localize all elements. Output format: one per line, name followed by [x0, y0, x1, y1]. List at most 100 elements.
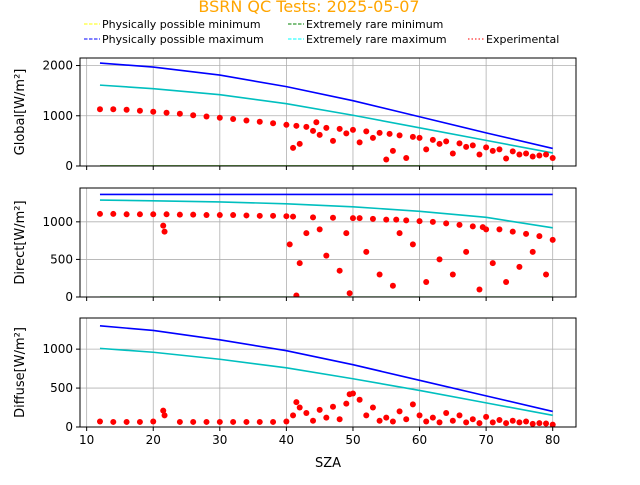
y-tick-label: 500: [50, 381, 73, 395]
data-point: [163, 211, 170, 218]
data-point: [296, 404, 303, 411]
data-point: [529, 420, 536, 427]
x-tick-label: 40: [279, 433, 294, 447]
data-point: [110, 210, 117, 217]
data-point: [436, 256, 443, 263]
data-point: [270, 212, 277, 219]
data-point: [160, 407, 167, 414]
data-point: [230, 116, 237, 123]
data-point: [256, 418, 263, 425]
experimental-points: [96, 210, 556, 297]
data-point: [463, 419, 470, 426]
data-point: [283, 418, 290, 425]
data-point: [509, 228, 516, 235]
data-point: [536, 420, 543, 427]
x-tick-label: 50: [345, 433, 360, 447]
data-point: [429, 414, 436, 421]
data-point: [349, 215, 356, 222]
data-point: [429, 136, 436, 143]
plot-area: [96, 62, 556, 166]
data-point: [543, 420, 550, 427]
data-point: [343, 400, 350, 407]
data-point: [483, 144, 490, 151]
panels: 010002000Global[W/m²]05001000Direct[W/m²…: [13, 57, 577, 447]
data-point: [389, 418, 396, 425]
data-point: [529, 153, 536, 160]
data-point: [290, 412, 297, 419]
data-point: [313, 119, 320, 126]
data-point: [363, 248, 370, 255]
data-point: [369, 215, 376, 222]
extremely-rare-maximum-line: [99, 84, 553, 154]
legend-label: Extremely rare minimum: [306, 18, 443, 31]
data-point: [329, 137, 336, 144]
axes-frame: [79, 57, 577, 167]
data-point: [516, 419, 523, 426]
data-point: [483, 413, 490, 420]
data-point: [503, 278, 510, 285]
data-point: [536, 233, 543, 240]
data-point: [356, 396, 363, 403]
data-point: [176, 418, 183, 425]
data-point: [293, 292, 300, 297]
data-point: [346, 290, 353, 297]
data-point: [516, 151, 523, 158]
y-tick-label: 0: [65, 420, 73, 434]
data-point: [503, 420, 510, 427]
data-point: [290, 144, 297, 151]
data-point: [203, 113, 210, 120]
data-point: [216, 418, 223, 425]
legend: Physically possible minimum Extremely rar…: [84, 18, 559, 46]
data-point: [516, 263, 523, 270]
data-point: [123, 211, 130, 218]
data-point: [203, 418, 210, 425]
data-point: [110, 418, 117, 425]
data-point: [329, 214, 336, 221]
data-point: [443, 220, 450, 227]
y-axis-label: Direct[W/m²]: [13, 200, 28, 284]
axes-frame: [79, 187, 577, 298]
y-tick-label: 1000: [42, 215, 73, 229]
plot-area: [96, 324, 556, 427]
data-point: [496, 226, 503, 233]
data-point: [549, 236, 556, 243]
data-point: [296, 260, 303, 267]
panel-3: 10 20 30 40 50 60 70 80 0 500 1000 Diffuse[W/m²]: [13, 317, 577, 447]
data-point: [423, 418, 430, 425]
panel-1: 0 1000 2000 Global[W/m²]: [13, 57, 577, 173]
data-point: [463, 143, 470, 150]
data-point: [230, 418, 237, 425]
y-tick-label: 0: [65, 290, 73, 304]
data-point: [496, 146, 503, 153]
legend-entry: Experimental: [468, 33, 559, 46]
legend-entry: Extremely rare minimum: [288, 18, 443, 31]
data-point: [216, 212, 223, 219]
data-point: [386, 130, 393, 137]
data-point: [489, 419, 496, 426]
data-point: [343, 230, 350, 237]
data-point: [136, 211, 143, 218]
x-tick-label: 80: [545, 433, 560, 447]
data-point: [383, 156, 390, 163]
data-point: [343, 130, 350, 137]
data-point: [310, 214, 317, 221]
data-point: [363, 128, 370, 135]
data-point: [443, 409, 450, 416]
data-point: [469, 416, 476, 423]
data-point: [376, 417, 383, 424]
data-point: [396, 230, 403, 237]
data-point: [469, 142, 476, 149]
legend-label: Physically possible maximum: [102, 33, 264, 46]
data-point: [160, 222, 167, 229]
axes-frame: [79, 317, 577, 428]
data-point: [256, 212, 263, 219]
data-point: [336, 416, 343, 423]
data-point: [523, 230, 530, 237]
data-point: [509, 148, 516, 155]
x-tick-label: 30: [212, 433, 227, 447]
data-point: [403, 154, 410, 161]
data-point: [456, 412, 463, 419]
data-point: [449, 417, 456, 424]
